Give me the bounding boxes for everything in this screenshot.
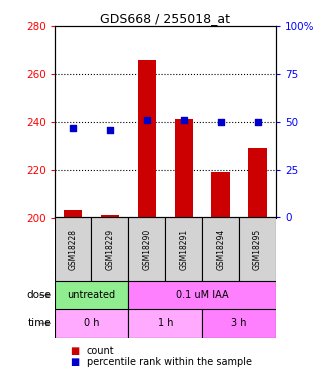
Text: GSM18291: GSM18291 (179, 229, 188, 270)
Point (255, 119, 260, 125)
Text: GSM18290: GSM18290 (142, 229, 152, 270)
Bar (55, 217, 91, 281)
Point (107, 126, 113, 132)
Point (181, 117, 187, 123)
Bar (55, 309, 128, 338)
Text: 0.1 uM IAA: 0.1 uM IAA (176, 290, 229, 300)
Text: GSM18294: GSM18294 (216, 229, 225, 270)
Bar (175, 120, 193, 218)
Text: GSM18228: GSM18228 (68, 229, 78, 270)
Bar (248, 148, 267, 217)
Text: GSM18229: GSM18229 (105, 229, 115, 270)
Bar (239, 217, 276, 281)
Bar (55, 281, 128, 309)
Bar (91, 217, 128, 281)
Bar (202, 309, 276, 338)
Text: ■: ■ (71, 357, 80, 367)
Bar (128, 309, 202, 338)
Text: count: count (87, 346, 114, 355)
Text: percentile rank within the sample: percentile rank within the sample (87, 357, 252, 367)
Point (144, 117, 150, 123)
Point (71, 124, 76, 130)
Text: untreated: untreated (67, 290, 116, 300)
Point (218, 119, 223, 125)
Text: 1 h: 1 h (158, 318, 173, 328)
Bar (212, 172, 230, 217)
Text: GSM18295: GSM18295 (253, 229, 262, 270)
Bar (138, 60, 156, 217)
Text: ■: ■ (71, 346, 80, 355)
Bar (202, 217, 239, 281)
Text: 0 h: 0 h (84, 318, 99, 328)
Title: GDS668 / 255018_at: GDS668 / 255018_at (100, 12, 230, 25)
Bar (128, 217, 165, 281)
Bar (64, 210, 82, 218)
Text: time: time (28, 318, 51, 328)
Bar (165, 217, 202, 281)
Text: 3 h: 3 h (231, 318, 247, 328)
Text: dose: dose (27, 290, 51, 300)
Bar (101, 215, 119, 217)
Bar (128, 281, 276, 309)
